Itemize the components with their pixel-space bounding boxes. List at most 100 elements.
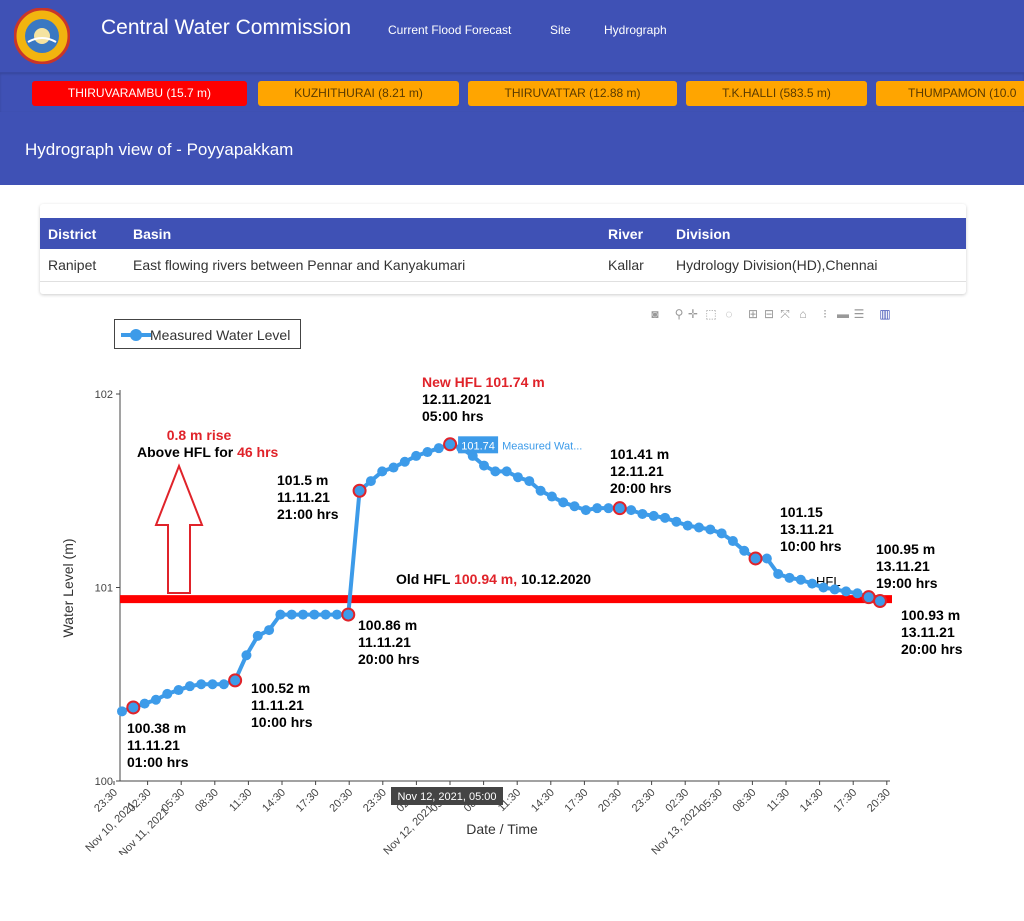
data-point[interactable] — [603, 503, 614, 514]
highlight-point[interactable] — [352, 483, 367, 498]
data-point[interactable] — [795, 574, 806, 585]
data-point[interactable] — [467, 450, 478, 461]
data-point[interactable] — [773, 568, 784, 579]
zoom-in-icon[interactable]: ⊞ — [747, 307, 759, 321]
data-point[interactable] — [705, 524, 716, 535]
brand-title[interactable]: Central Water Commission — [101, 16, 352, 39]
data-point[interactable] — [298, 609, 309, 620]
box-select-icon[interactable]: ⬚ — [705, 307, 717, 321]
data-point[interactable] — [433, 443, 444, 454]
data-point[interactable] — [252, 630, 263, 641]
data-point[interactable] — [320, 609, 331, 620]
highlight-point[interactable] — [126, 700, 141, 715]
data-point[interactable] — [807, 578, 818, 589]
data-point[interactable] — [365, 476, 376, 487]
data-point[interactable] — [218, 679, 229, 690]
highlight-point[interactable] — [861, 590, 876, 605]
data-point[interactable] — [241, 650, 252, 661]
data-point[interactable] — [818, 582, 829, 593]
data-point[interactable] — [852, 588, 863, 599]
data-point[interactable] — [784, 572, 795, 583]
data-point[interactable] — [739, 545, 750, 556]
pan-icon[interactable]: ✛ — [687, 307, 699, 321]
data-point[interactable] — [524, 476, 535, 487]
data-point[interactable] — [275, 609, 286, 620]
data-point[interactable] — [388, 462, 399, 473]
data-point[interactable] — [626, 505, 637, 516]
data-point[interactable] — [660, 512, 671, 523]
hover-compare-icon[interactable]: ☰ — [853, 307, 865, 321]
highlight-point[interactable] — [612, 501, 627, 516]
data-point[interactable] — [479, 460, 490, 471]
data-point[interactable] — [580, 505, 591, 516]
station-chip[interactable]: THUMPAMON (10.0 — [876, 81, 1024, 106]
x-tick-label: 23:30 — [92, 787, 120, 815]
station-chip[interactable]: THIRUVARAMBU (15.7 m) — [32, 81, 247, 106]
station-chip[interactable]: T.K.HALLI (583.5 m) — [686, 81, 867, 106]
zoom-out-icon[interactable]: ⊟ — [763, 307, 775, 321]
hydrograph-chart[interactable]: ◙ ⚲ ✛ ⬚ ◌ ⊞ ⊟ ⤧ ⌂ ⁝ ▬ ☰ ▥ Measured Water Level 100 10… — [40, 303, 966, 855]
highlight-point[interactable] — [748, 551, 763, 566]
data-point[interactable] — [671, 516, 682, 527]
x-tick-label: 08:30 — [731, 787, 759, 815]
highlight-point[interactable] — [341, 607, 356, 622]
nav-hydrograph[interactable]: Hydrograph — [604, 23, 667, 37]
data-point[interactable] — [139, 698, 150, 709]
plotly-logo-icon[interactable]: ▥ — [879, 307, 891, 321]
highlight-point[interactable] — [228, 673, 243, 688]
data-point[interactable] — [727, 536, 738, 547]
cell-basin: East flowing rivers between Pennar and K… — [125, 249, 600, 282]
data-point[interactable] — [411, 450, 422, 461]
data-point[interactable] — [309, 609, 320, 620]
data-point[interactable] — [377, 466, 388, 477]
data-point[interactable] — [207, 679, 218, 690]
station-chip[interactable]: THIRUVATTAR (12.88 m) — [468, 81, 677, 106]
nav-current-flood-forecast[interactable]: Current Flood Forecast — [388, 23, 512, 37]
data-point[interactable] — [196, 679, 207, 690]
data-point[interactable] — [422, 447, 433, 458]
camera-icon[interactable]: ◙ — [651, 307, 659, 321]
data-point[interactable] — [569, 501, 580, 512]
spike-lines-icon[interactable]: ⁝ — [823, 307, 827, 321]
data-point[interactable] — [693, 522, 704, 533]
cwc-emblem-icon[interactable] — [14, 8, 70, 64]
data-point[interactable] — [546, 491, 557, 502]
data-point[interactable] — [841, 586, 852, 597]
data-point[interactable] — [829, 584, 840, 595]
data-point[interactable] — [592, 503, 603, 514]
autoscale-icon[interactable]: ⤧ — [780, 307, 790, 321]
data-point[interactable] — [399, 456, 410, 467]
station-chip[interactable]: KUZHITHURAI (8.21 m) — [258, 81, 459, 106]
chart-legend[interactable]: Measured Water Level — [114, 319, 301, 349]
hover-value-box — [458, 436, 499, 454]
data-point[interactable] — [264, 625, 275, 636]
zoom-icon[interactable]: ⚲ — [674, 307, 684, 321]
lasso-icon[interactable]: ◌ — [725, 307, 733, 321]
data-point[interactable] — [716, 528, 727, 539]
data-point[interactable] — [535, 485, 546, 496]
hover-closest-icon[interactable]: ▬ — [837, 307, 849, 321]
data-point[interactable] — [173, 685, 184, 696]
data-point[interactable] — [648, 510, 659, 521]
data-point[interactable] — [761, 553, 772, 564]
data-point[interactable] — [512, 472, 523, 483]
data-point[interactable] — [490, 466, 501, 477]
rise-arrow-icon — [154, 463, 204, 594]
data-point[interactable] — [150, 694, 161, 705]
data-point[interactable] — [331, 609, 342, 620]
data-point[interactable] — [162, 688, 173, 699]
data-point[interactable] — [558, 497, 569, 508]
data-point[interactable] — [286, 609, 297, 620]
old-hfl-label: Old HFL 100.94 m, 10.12.2020 — [396, 571, 591, 587]
highlight-point[interactable] — [873, 594, 887, 609]
data-point[interactable] — [637, 508, 648, 519]
nav-site[interactable]: Site — [550, 23, 571, 37]
data-point[interactable] — [117, 706, 127, 717]
data-point[interactable] — [682, 520, 693, 531]
data-point[interactable] — [184, 681, 195, 692]
hover-value: 101.74 — [461, 440, 495, 452]
highlight-point[interactable] — [443, 437, 458, 452]
data-point[interactable] — [501, 466, 512, 477]
home-icon[interactable]: ⌂ — [799, 307, 807, 321]
